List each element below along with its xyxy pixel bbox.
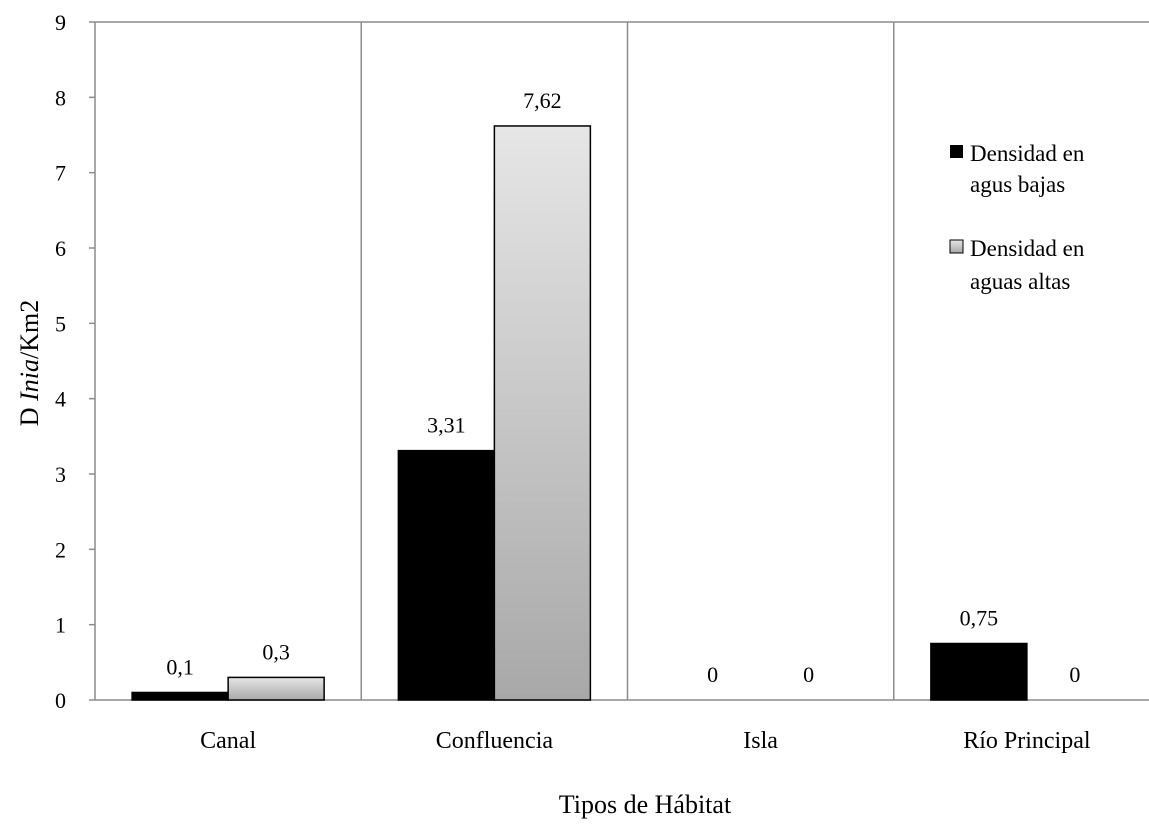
data-label: 3,31 bbox=[427, 413, 466, 438]
y-tick-label: 7 bbox=[55, 161, 66, 186]
legend-label-low-water-line1: Densidad en bbox=[970, 141, 1085, 166]
bar-low-water bbox=[397, 449, 496, 701]
bar-high-water bbox=[227, 676, 325, 701]
bars bbox=[131, 125, 1028, 701]
data-label: 7,62 bbox=[523, 88, 562, 113]
y-tick-label: 0 bbox=[55, 688, 66, 713]
plot-area bbox=[94, 21, 1149, 701]
y-tick-label: 3 bbox=[55, 462, 66, 487]
data-labels: 0,1 0,3 3,31 7,62 0 0 0,75 0 bbox=[166, 88, 1080, 687]
bar-low-water bbox=[131, 691, 229, 701]
y-tick-label: 1 bbox=[55, 613, 66, 638]
y-tick-label: 5 bbox=[55, 311, 66, 336]
legend-label-high-water-line1: Densidad en bbox=[970, 236, 1085, 261]
x-axis-categories: Canal Confluencia Isla Río Principal bbox=[200, 728, 1091, 754]
bar-high-water bbox=[493, 125, 592, 701]
data-label: 0,1 bbox=[166, 654, 194, 679]
y-tick-label: 9 bbox=[55, 10, 66, 35]
x-tick-label: Canal bbox=[200, 728, 256, 754]
x-tick-label: Isla bbox=[743, 728, 778, 754]
legend-label-high-water-line2: aguas altas bbox=[970, 269, 1070, 294]
legend-swatch-low-water bbox=[950, 145, 963, 158]
data-label: 0,3 bbox=[262, 639, 290, 664]
y-tick-label: 8 bbox=[55, 85, 66, 110]
data-label: 0,75 bbox=[960, 606, 999, 631]
y-tick-label: 6 bbox=[55, 236, 66, 261]
x-tick-label: Confluencia bbox=[436, 728, 554, 754]
y-axis-title: D Inia/Km2 bbox=[15, 300, 44, 426]
y-tick-label: 4 bbox=[55, 387, 66, 412]
data-label: 0 bbox=[803, 662, 814, 687]
x-axis-title: Tipos de Hábitat bbox=[559, 790, 732, 819]
x-tick-label: Río Principal bbox=[963, 728, 1091, 754]
legend-label-low-water-line2: agus bajas bbox=[970, 172, 1065, 197]
y-tick-label: 2 bbox=[55, 537, 66, 562]
y-axis-ticks: 0 1 2 3 4 5 6 7 8 9 bbox=[55, 10, 95, 713]
legend: Densidad en agus bajas Densidad en aguas… bbox=[949, 141, 1085, 294]
legend-swatch-high-water bbox=[949, 239, 964, 254]
data-label: 0 bbox=[1069, 662, 1080, 687]
data-label: 0 bbox=[707, 662, 718, 687]
bar-low-water bbox=[930, 642, 1028, 701]
